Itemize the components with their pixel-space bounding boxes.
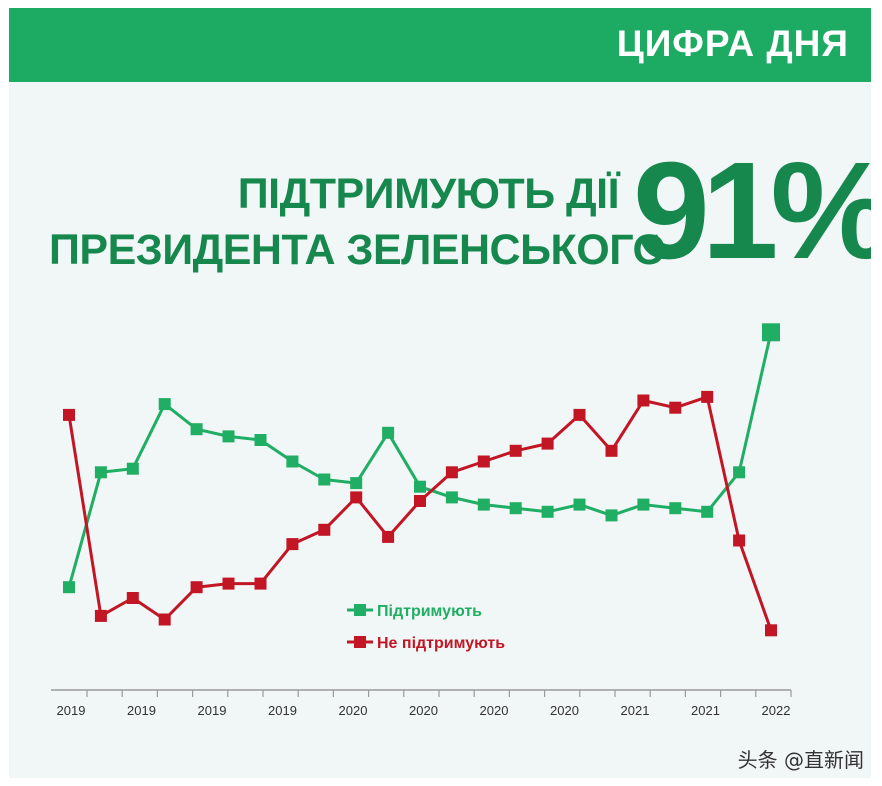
support-data-point — [414, 480, 426, 493]
support-data-point — [222, 430, 235, 443]
oppose-data-point — [350, 491, 363, 504]
headline-line-2: ПРЕЗИДЕНТА ЗЕЛЕНСЬКОГО — [49, 226, 666, 274]
oppose-data-point — [573, 408, 586, 421]
support-data-point — [286, 455, 299, 468]
support-data-point — [573, 498, 586, 511]
support-data-point — [733, 466, 746, 479]
x-tick-label: 2020 — [550, 703, 579, 718]
support-data-point — [445, 491, 458, 504]
oppose-data-point — [286, 538, 299, 551]
x-tick-label: 2020 — [409, 703, 438, 718]
support-data-point — [318, 473, 331, 486]
support-data-point — [605, 509, 618, 522]
x-tick-label: 2019 — [268, 703, 297, 718]
oppose-data-point — [94, 609, 107, 622]
oppose-data-point — [190, 581, 203, 594]
oppose-data-point — [126, 592, 139, 604]
support-data-point — [350, 477, 363, 490]
oppose-data-point — [318, 523, 331, 536]
support-data-point — [126, 462, 139, 475]
support-data-point — [382, 426, 395, 439]
oppose-data-point — [445, 466, 458, 479]
oppose-data-point — [158, 613, 171, 626]
support-data-point — [63, 581, 75, 594]
headline-line-1: ПІДТРИМУЮТЬ ДІЇ — [237, 170, 620, 218]
banner-label: ЦИФРА ДНЯ — [616, 23, 849, 64]
support-data-point — [509, 502, 522, 515]
x-tick-label: 2020 — [339, 703, 368, 718]
x-tick-label: 2021 — [621, 703, 650, 718]
x-tick-label: 2019 — [57, 703, 86, 718]
oppose-data-point — [669, 401, 682, 414]
x-tick-label: 2022 — [762, 703, 791, 718]
x-axis: 2019 2019 2019 2019 2020 2020 2020 2020 2021 2021… — [51, 689, 792, 718]
oppose-data-point — [254, 577, 267, 590]
x-tick-label: 2019 — [127, 703, 156, 718]
source-watermark: 头条 @直新闻 — [737, 748, 864, 772]
support-data-point — [669, 502, 682, 515]
support-data-point — [477, 498, 490, 511]
oppose-data-point — [765, 624, 777, 637]
support-data-point — [762, 323, 780, 342]
oppose-data-point — [509, 444, 522, 457]
support-data-point — [190, 423, 203, 436]
headline-value: 91% — [633, 134, 871, 288]
headline: ПІДТРИМУЮТЬ ДІЇ ПРЕЗИДЕНТА ЗЕЛЕНСЬКОГО — [49, 166, 666, 278]
oppose-series-line — [67, 395, 773, 632]
support-data-point — [637, 498, 650, 511]
oppose-data-point — [382, 530, 395, 543]
oppose-data-point — [477, 455, 490, 468]
oppose-data-point — [605, 444, 618, 457]
oppose-data-point — [637, 394, 650, 407]
oppose-data-point — [733, 534, 746, 547]
x-tick-label: 2020 — [480, 703, 509, 718]
top-banner: ЦИФРА ДНЯ — [9, 8, 871, 82]
oppose-data-point — [701, 390, 714, 403]
legend-label: Підтримують — [377, 603, 482, 620]
oppose-data-point — [63, 408, 75, 421]
legend-square-marker — [354, 604, 366, 616]
chart-legend: Підтримують Не підтримують — [347, 603, 505, 652]
legend-square-marker — [354, 636, 366, 648]
oppose-data-point — [541, 437, 554, 450]
support-series-line — [67, 330, 773, 589]
support-data-point — [254, 434, 267, 446]
support-data-point — [701, 505, 714, 518]
support-data-point — [94, 466, 107, 479]
support-data-point — [541, 505, 554, 518]
x-tick-label: 2021 — [691, 703, 720, 718]
chart-series-layer — [63, 323, 780, 637]
legend-item-support: Підтримують — [347, 603, 482, 620]
oppose-data-point — [222, 577, 235, 590]
legend-item-oppose: Не підтримують — [347, 635, 505, 652]
infographic-frame: ЦИФРА ДНЯ ПІДТРИМУЮТЬ ДІЇ ПРЕЗИДЕНТА ЗЕЛ… — [9, 8, 871, 778]
oppose-data-point — [414, 495, 426, 507]
legend-label: Не підтримують — [377, 635, 505, 652]
support-data-point — [158, 398, 171, 411]
x-tick-label: 2019 — [198, 703, 227, 718]
